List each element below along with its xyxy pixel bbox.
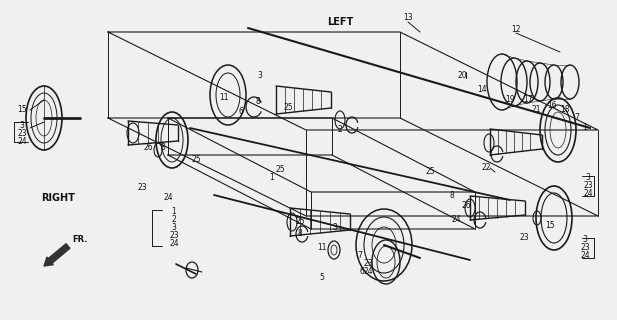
Text: 22: 22: [481, 164, 491, 172]
Text: 19: 19: [505, 95, 515, 105]
Text: 23: 23: [583, 181, 593, 190]
Text: FR.: FR.: [72, 235, 88, 244]
Text: 7: 7: [358, 252, 362, 260]
Text: 24: 24: [169, 239, 179, 249]
Text: 1: 1: [270, 173, 275, 182]
Text: 26: 26: [143, 143, 153, 153]
Text: 25: 25: [425, 167, 435, 177]
Text: 8: 8: [450, 191, 454, 201]
Text: 8: 8: [160, 143, 165, 153]
Text: 5: 5: [320, 274, 325, 283]
Text: LEFT: LEFT: [327, 17, 353, 27]
Text: 20: 20: [457, 70, 467, 79]
Text: 23: 23: [580, 244, 590, 252]
Text: 23: 23: [137, 183, 147, 193]
Text: 7: 7: [574, 114, 579, 123]
Text: 25: 25: [191, 156, 201, 164]
Text: 3: 3: [582, 236, 587, 244]
Text: RIGHT: RIGHT: [41, 193, 75, 203]
Text: 11: 11: [317, 244, 327, 252]
Text: 24: 24: [580, 252, 590, 260]
Text: 16: 16: [547, 101, 557, 110]
Text: 1: 1: [582, 124, 587, 132]
Text: 24: 24: [17, 137, 27, 146]
Text: 23: 23: [169, 231, 179, 241]
Text: 14: 14: [477, 85, 487, 94]
Text: 3: 3: [257, 70, 262, 79]
Text: 25: 25: [283, 103, 293, 113]
Text: 24: 24: [363, 268, 373, 276]
Text: 23: 23: [519, 234, 529, 243]
Text: 1: 1: [172, 207, 176, 217]
Text: 23: 23: [363, 260, 373, 268]
Text: 21: 21: [531, 106, 540, 115]
Text: 26: 26: [461, 202, 471, 211]
Text: 25: 25: [295, 218, 305, 227]
Text: 8: 8: [297, 229, 302, 238]
Text: 15: 15: [17, 106, 27, 115]
Text: 11: 11: [219, 93, 229, 102]
Text: 15: 15: [545, 221, 555, 230]
Text: 18: 18: [560, 106, 569, 115]
Text: 24: 24: [583, 189, 593, 198]
Text: 12: 12: [511, 26, 521, 35]
Text: 24: 24: [163, 193, 173, 202]
Text: 13: 13: [403, 13, 413, 22]
Text: 3: 3: [20, 121, 25, 130]
Text: 2: 2: [337, 125, 342, 134]
Text: 23: 23: [17, 129, 27, 138]
Text: 24: 24: [451, 215, 461, 225]
Text: 2: 2: [172, 215, 176, 225]
Text: 25: 25: [275, 165, 285, 174]
FancyArrow shape: [44, 244, 70, 266]
Text: 3: 3: [333, 223, 337, 233]
Text: 17: 17: [523, 95, 533, 105]
Text: 8: 8: [255, 98, 260, 107]
Text: 3: 3: [172, 223, 176, 233]
Text: 6: 6: [239, 108, 244, 116]
Text: 6: 6: [360, 268, 365, 276]
Text: 3: 3: [586, 173, 590, 182]
